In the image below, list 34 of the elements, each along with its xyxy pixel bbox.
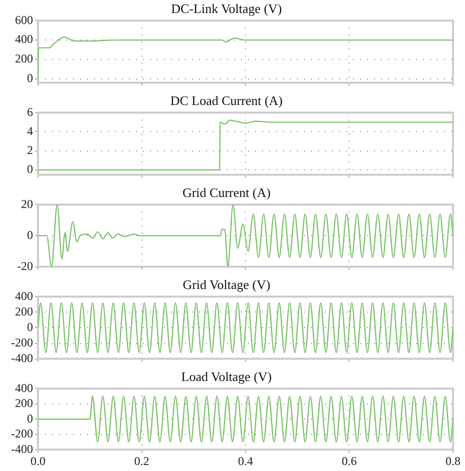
y-tick-label: 0 — [27, 228, 33, 242]
y-tick-label: 400 — [15, 288, 33, 303]
x-tick-label: 0.6 — [342, 454, 357, 468]
line-series — [38, 36, 453, 80]
y-tick-label: 400 — [15, 380, 33, 395]
y-tick-label: 0 — [27, 411, 33, 426]
y-tick-label: -400 — [11, 442, 33, 456]
x-tick-label: 0.8 — [446, 454, 460, 468]
x-tick-label: 0.2 — [134, 454, 150, 468]
y-tick-label: -20 — [17, 258, 33, 273]
y-tick-label: 600 — [15, 12, 33, 27]
y-tick-label: 200 — [15, 396, 33, 410]
y-tick-label: 0 — [27, 320, 33, 334]
chart-title: DC-Link Voltage (V) — [171, 1, 282, 16]
line-series — [38, 204, 453, 267]
y-tick-label: 200 — [15, 304, 33, 318]
chart-title: Load Voltage (V) — [181, 369, 272, 384]
y-tick-label: -200 — [11, 335, 33, 350]
x-tick-label: 0.0 — [30, 454, 46, 468]
y-tick-label: 2 — [27, 143, 33, 158]
y-tick-label: -400 — [11, 350, 33, 365]
chart-title: Grid Current (A) — [182, 185, 271, 200]
y-tick-label: 400 — [15, 32, 33, 46]
y-tick-label: 0 — [27, 162, 33, 176]
y-tick-label: 6 — [27, 104, 33, 119]
y-tick-label: 0 — [27, 71, 33, 86]
y-tick-label: 200 — [15, 52, 33, 66]
chart-title: Grid Voltage (V) — [182, 277, 270, 292]
x-tick-label: 0.4 — [238, 454, 253, 468]
y-tick-label: 4 — [27, 124, 33, 138]
y-tick-label: -200 — [11, 426, 33, 441]
chart-title: DC Load Current (A) — [170, 93, 283, 108]
line-series — [38, 120, 453, 171]
y-tick-label: 20 — [21, 196, 33, 211]
